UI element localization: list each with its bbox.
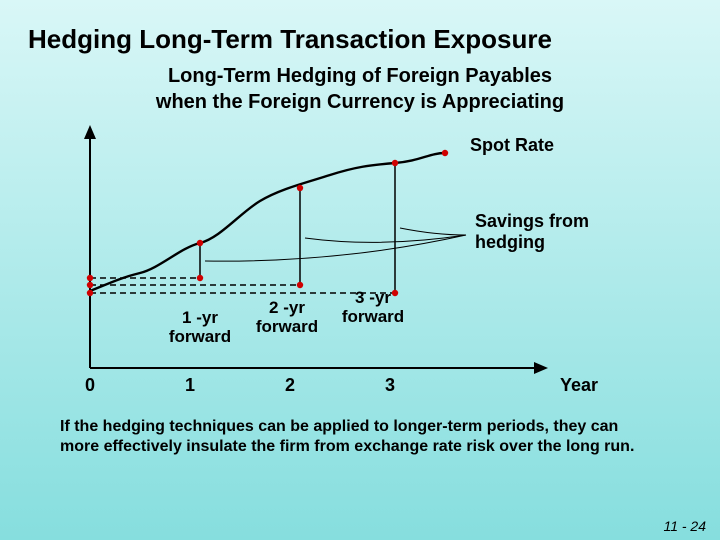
forward-labels: 1 -yr forward 2 -yr forward 3 -yr forwar… (169, 288, 404, 346)
savings-label-html: Savings fromhedging (475, 211, 655, 252)
f1b: forward (169, 327, 231, 346)
savings-drop-lines (200, 163, 395, 293)
bottom-caption: If the hedging techniques can be applied… (0, 413, 720, 457)
f1a: 1 -yr (182, 308, 218, 327)
page-number: 11 - 24 (663, 518, 706, 534)
xtick-2: 2 (285, 375, 295, 395)
spot-rate-curve (90, 153, 445, 291)
chart-svg: 0 1 2 3 Year Spot Rate 1 -yr forward 2 -… (50, 123, 670, 413)
forward-dashed-lines (90, 278, 395, 293)
x-axis-label: Year (560, 375, 598, 395)
f2b: forward (256, 317, 318, 336)
f3a: 3 -yr (355, 288, 391, 307)
page-title: Hedging Long-Term Transaction Exposure (0, 0, 720, 63)
x-tick-labels: 0 1 2 3 Year (85, 375, 598, 395)
xtick-1: 1 (185, 375, 195, 395)
xtick-3: 3 (385, 375, 395, 395)
subtitle-line-1: Long-Term Hedging of Foreign Payables (168, 65, 552, 87)
savings-arcs (205, 228, 466, 261)
spot-rate-label: Spot Rate (470, 135, 554, 155)
data-dots (87, 150, 448, 296)
page-subtitle: Long-Term Hedging of Foreign Payables wh… (0, 63, 720, 123)
subtitle-line-2: when the Foreign Currency is Appreciatin… (156, 91, 564, 113)
f3b: forward (342, 307, 404, 326)
f2a: 2 -yr (269, 298, 305, 317)
chart-container: 0 1 2 3 Year Spot Rate 1 -yr forward 2 -… (50, 123, 670, 413)
xtick-0: 0 (85, 375, 95, 395)
